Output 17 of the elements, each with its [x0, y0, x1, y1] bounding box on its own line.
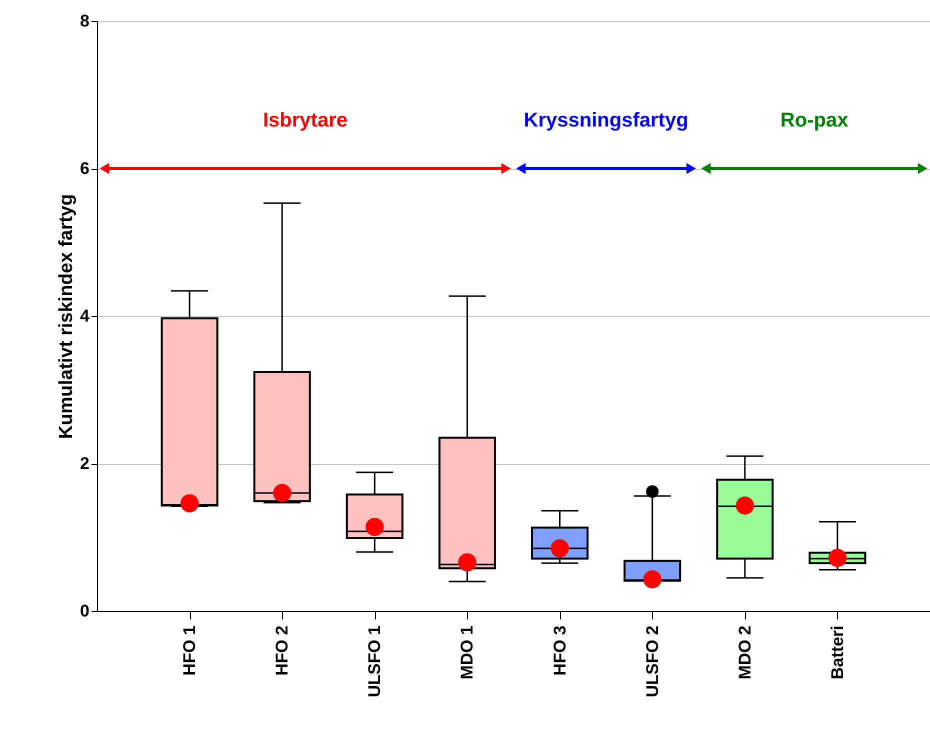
x-tick-label: ULSFO 2 [642, 626, 662, 698]
annotation: Kryssningsfartyg [524, 110, 688, 132]
y-tick-label: 0 [80, 602, 90, 620]
x-tick-label: HFO 2 [272, 626, 292, 676]
annotation: Ro-pax [780, 110, 848, 132]
y-tick-label: 6 [80, 159, 90, 178]
y-axis-title: Kumulativt riskindex fartyg [56, 194, 78, 439]
x-tick-label: MDO 2 [735, 626, 754, 680]
x-tick-label: ULSFO 1 [365, 626, 384, 698]
y-tick-label: 4 [80, 306, 90, 326]
x-tick-label: MDO 1 [458, 626, 477, 680]
y-tick-label: 2 [80, 454, 90, 473]
x-tick-label: Batteri [828, 626, 847, 680]
y-tick-label: 8 [80, 12, 90, 30]
x-tick-label: HFO 1 [180, 626, 200, 676]
x-tick-label: HFO 3 [550, 626, 570, 676]
annotation: Isbrytare [263, 110, 348, 132]
